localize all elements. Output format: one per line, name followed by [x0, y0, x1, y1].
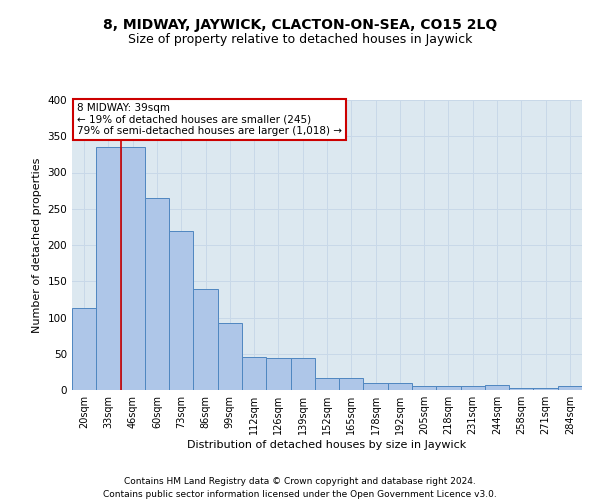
Bar [290, 358, 315, 390]
Bar [509, 388, 533, 390]
Text: Size of property relative to detached houses in Jaywick: Size of property relative to detached ho… [128, 32, 472, 46]
Bar [193, 288, 218, 390]
Y-axis label: Number of detached properties: Number of detached properties [32, 158, 42, 332]
Bar [169, 230, 193, 390]
Bar [558, 386, 582, 390]
Bar [121, 147, 145, 390]
Bar [364, 384, 388, 390]
Bar [266, 358, 290, 390]
Bar [533, 388, 558, 390]
Bar [242, 356, 266, 390]
Bar [96, 147, 121, 390]
X-axis label: Distribution of detached houses by size in Jaywick: Distribution of detached houses by size … [187, 440, 467, 450]
Text: 8, MIDWAY, JAYWICK, CLACTON-ON-SEA, CO15 2LQ: 8, MIDWAY, JAYWICK, CLACTON-ON-SEA, CO15… [103, 18, 497, 32]
Bar [72, 308, 96, 390]
Bar [315, 378, 339, 390]
Text: Contains HM Land Registry data © Crown copyright and database right 2024.: Contains HM Land Registry data © Crown c… [124, 478, 476, 486]
Bar [436, 386, 461, 390]
Bar [145, 198, 169, 390]
Text: 8 MIDWAY: 39sqm
← 19% of detached houses are smaller (245)
79% of semi-detached : 8 MIDWAY: 39sqm ← 19% of detached houses… [77, 103, 342, 136]
Bar [218, 322, 242, 390]
Bar [412, 386, 436, 390]
Bar [461, 386, 485, 390]
Text: Contains public sector information licensed under the Open Government Licence v3: Contains public sector information licen… [103, 490, 497, 499]
Bar [339, 378, 364, 390]
Bar [388, 384, 412, 390]
Bar [485, 385, 509, 390]
